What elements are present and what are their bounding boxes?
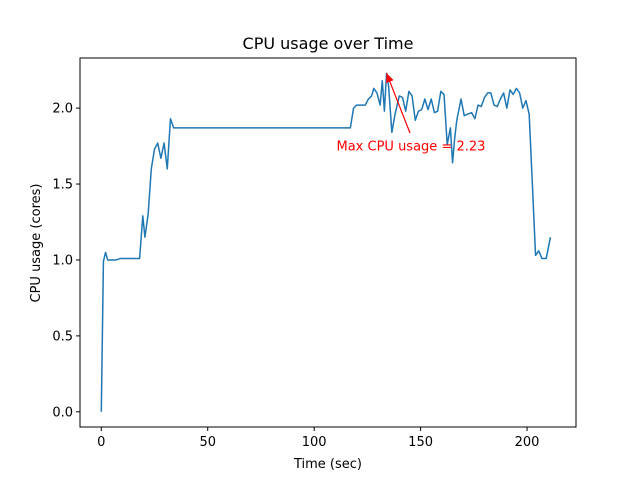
max-annotation-arrowhead [386, 73, 394, 84]
y-tick-label: 2.0 [52, 102, 73, 117]
x-tick-label: 150 [408, 435, 433, 450]
max-annotation-label: Max CPU usage = 2.23 [337, 140, 486, 155]
y-tick-label: 1.5 [52, 178, 73, 193]
axes-frame [79, 57, 577, 428]
y-tick-label: 0.5 [52, 329, 73, 344]
chart-title: CPU usage over Time [243, 34, 414, 53]
x-axis-label: Time (sec) [293, 457, 362, 472]
max-annotation-arrow [385, 72, 411, 134]
x-tick-label: 200 [515, 435, 540, 450]
plot-area: Max CPU usage = 2.23 [100, 72, 552, 412]
y-axis-ticks: 0.0 0.5 1.0 1.5 2.0 [52, 102, 80, 420]
y-axis-label: CPU usage (cores) [29, 184, 44, 303]
y-tick-label: 1.0 [52, 253, 73, 268]
x-axis-ticks: 0 50 100 150 200 [97, 427, 539, 450]
x-tick-label: 0 [97, 435, 105, 450]
x-tick-label: 50 [199, 435, 216, 450]
series-line-0 [100, 72, 552, 412]
y-tick-label: 0.0 [52, 405, 73, 420]
x-tick-label: 100 [302, 435, 327, 450]
